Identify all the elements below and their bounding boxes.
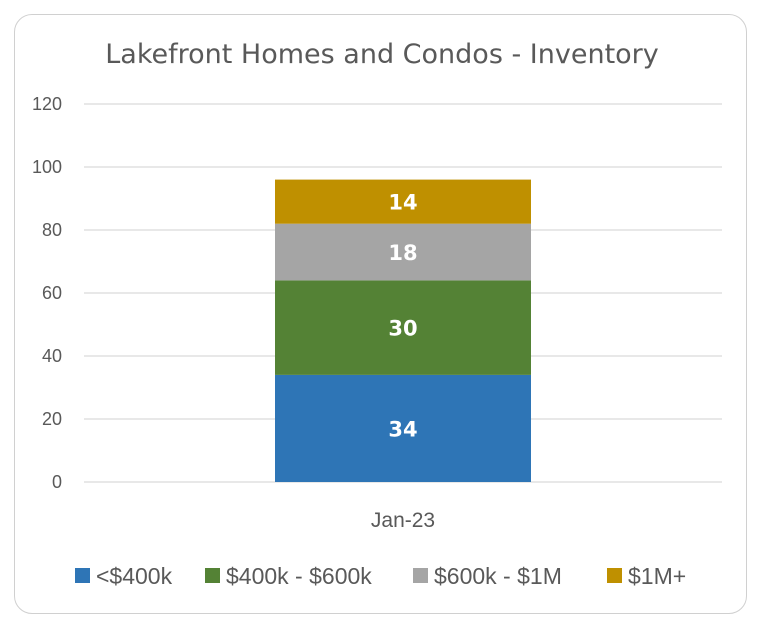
y-axis-tick-labels: 0 20 40 60 80 100 120 (32, 94, 62, 492)
y-tick-label: 40 (42, 346, 62, 366)
y-tick-label: 100 (32, 157, 62, 177)
data-label: 14 (388, 191, 417, 215)
x-category-label: Jan-23 (371, 509, 435, 532)
bar-segment (275, 223, 531, 281)
chart-title: Lakefront Homes and Condos - Inventory (105, 39, 659, 70)
x-axis-category-labels: Jan-23 (371, 509, 435, 532)
legend-swatch (205, 568, 220, 583)
legend-swatch (75, 568, 90, 583)
legend-entry: $600k - $1M (434, 563, 562, 589)
legend-entry: $400k - $600k (226, 563, 372, 589)
data-label: 18 (388, 241, 417, 265)
legend-swatch (607, 568, 622, 583)
bar-segment (275, 374, 531, 482)
y-tick-label: 0 (52, 472, 62, 492)
legend-entry: <$400k (96, 563, 173, 589)
bar-segment (275, 280, 531, 375)
legend-entry: $1M+ (628, 563, 686, 589)
legend-swatch (413, 568, 428, 583)
y-tick-label: 120 (32, 94, 62, 114)
data-labels: 34 30 18 14 (388, 191, 417, 442)
data-label: 30 (388, 317, 417, 341)
data-label: 34 (388, 417, 417, 441)
y-tick-label: 60 (42, 283, 62, 303)
y-tick-label: 80 (42, 220, 62, 240)
y-tick-label: 20 (42, 409, 62, 429)
bar-segments (275, 179, 531, 482)
bar-segment (275, 179, 531, 224)
legend: <$400k $400k - $600k $600k - $1M $1M+ (75, 563, 686, 589)
